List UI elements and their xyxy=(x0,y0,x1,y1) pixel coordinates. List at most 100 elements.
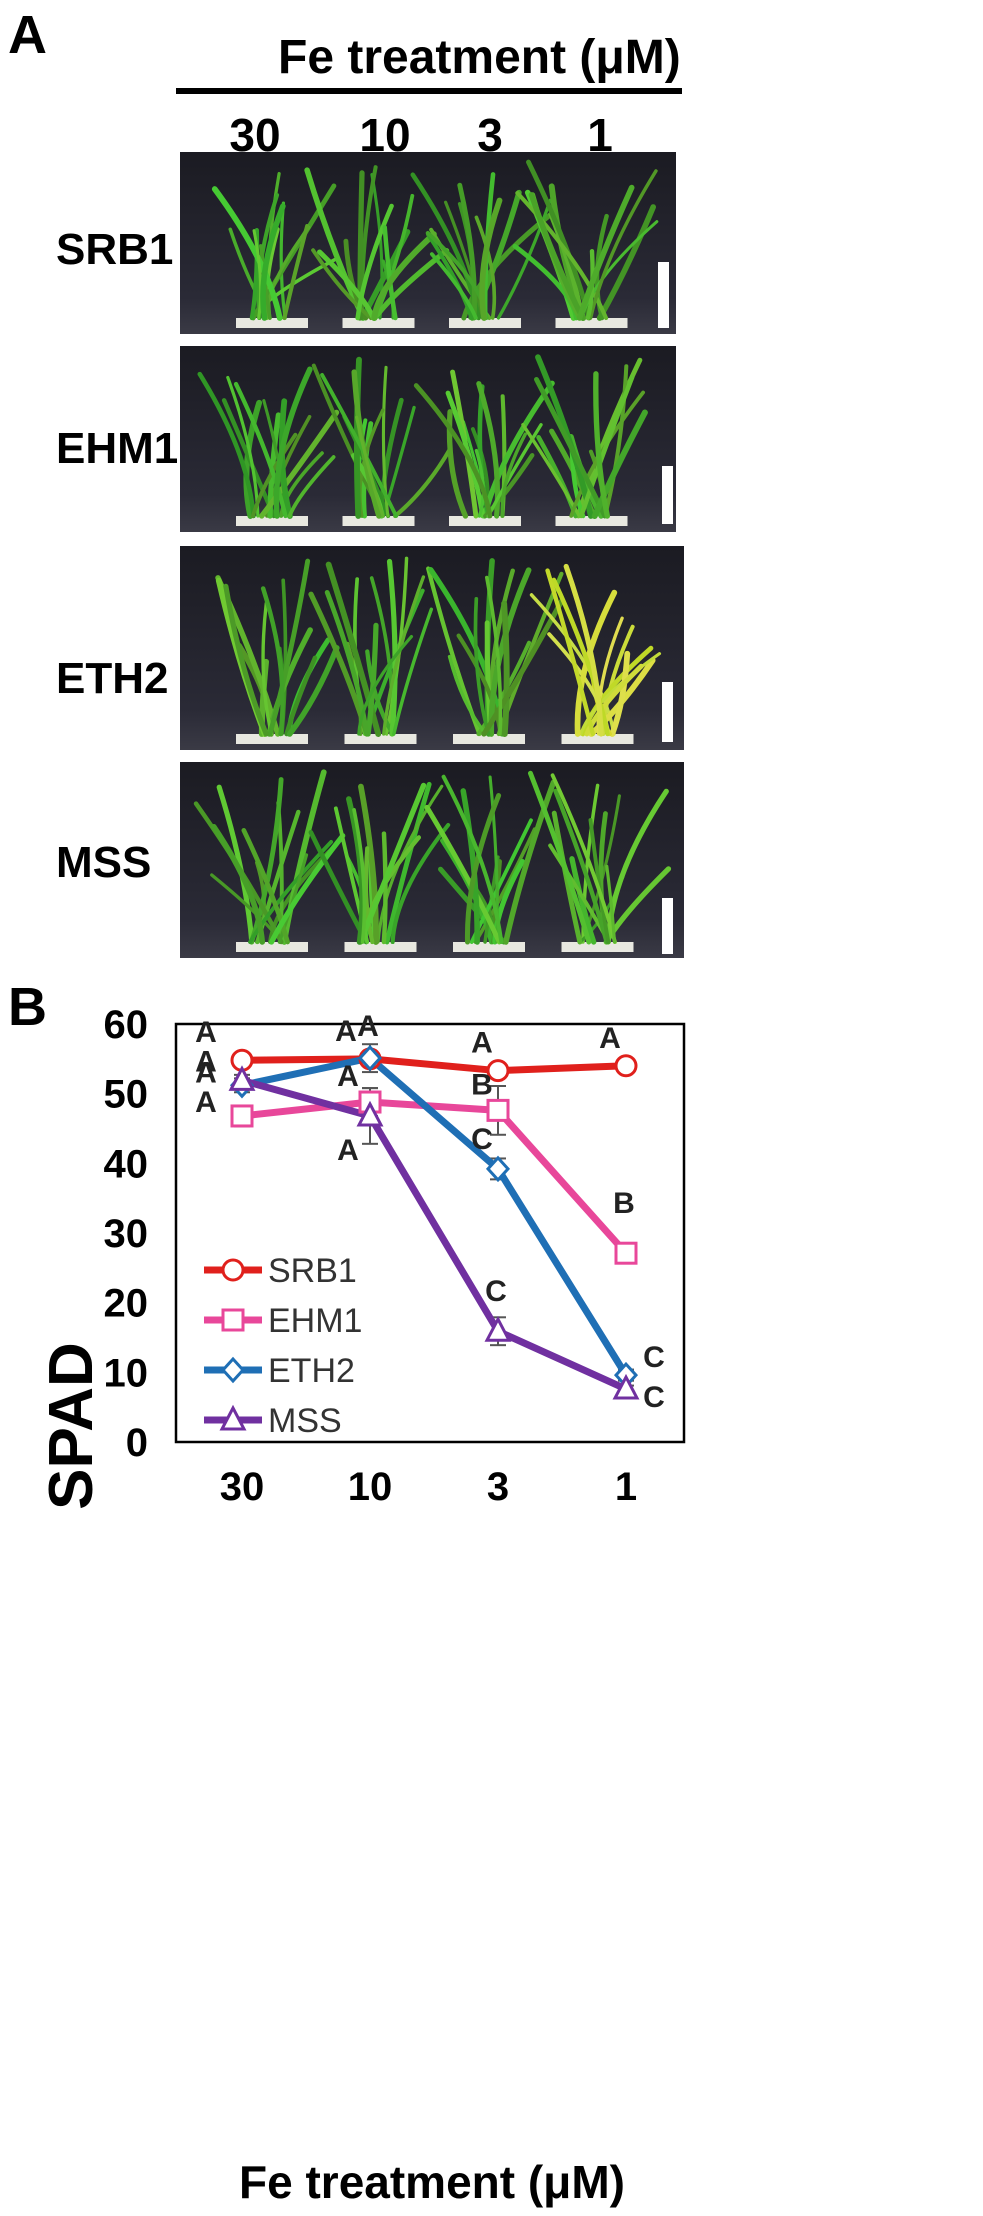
plant-leaf xyxy=(284,655,318,737)
plant-leaf xyxy=(501,600,510,737)
plant-base xyxy=(453,942,525,952)
plant-leaf xyxy=(279,201,287,320)
row-label-ehm1: EHM1 xyxy=(56,424,179,473)
significance-label: C xyxy=(643,1341,665,1374)
significance-label: A xyxy=(337,1134,359,1167)
plant-leaf xyxy=(605,864,617,944)
plant-leaf xyxy=(311,248,373,320)
plant-leaf xyxy=(457,182,477,321)
plant-leaf xyxy=(357,634,414,736)
scale-bar xyxy=(662,898,673,954)
significance-label: C xyxy=(485,1275,507,1308)
plant-base xyxy=(561,734,634,744)
plant-leaf xyxy=(273,366,313,519)
plant-leaf xyxy=(352,808,367,944)
scale-bar xyxy=(662,466,673,524)
plant-base xyxy=(236,516,308,526)
plant-base xyxy=(561,942,634,952)
row-label-mss: MSS xyxy=(56,838,152,887)
plant-leaf xyxy=(609,650,631,737)
plant-leaf xyxy=(596,204,657,321)
plant-leaf xyxy=(346,796,365,945)
plant-leaf xyxy=(259,409,340,519)
data-point-ehm1 xyxy=(230,1104,254,1128)
plant-leaf xyxy=(515,190,609,321)
x-tick-label: 30 xyxy=(220,1465,265,1509)
significance-label: A xyxy=(195,1016,217,1049)
plant-leaf xyxy=(354,415,385,518)
plant-leaf xyxy=(324,589,370,737)
plant-leaf xyxy=(392,607,434,736)
data-point-eth2 xyxy=(357,1044,383,1072)
plant-base xyxy=(344,942,417,952)
plant-leaf xyxy=(576,184,635,321)
plant-leaf xyxy=(474,215,497,320)
plant-leaf xyxy=(286,645,340,737)
plant-leaf xyxy=(357,782,427,945)
plant-leaf xyxy=(545,568,596,737)
legend-marker-eth2 xyxy=(220,1356,246,1384)
plant-leaf xyxy=(473,827,537,944)
plant-leaf xyxy=(527,770,592,945)
plant-base xyxy=(342,516,415,526)
legend-label-srb1: SRB1 xyxy=(268,1252,357,1290)
legend-marker-ehm1 xyxy=(221,1308,245,1332)
data-point-ehm1 xyxy=(486,1098,510,1122)
plant-leaf xyxy=(317,249,376,321)
plant-leaf xyxy=(393,446,453,519)
plant-leaf xyxy=(551,577,610,737)
plant-leaf xyxy=(588,169,658,320)
y-axis-title: SPAD xyxy=(37,1342,106,1510)
plant-leaf xyxy=(279,451,324,518)
panel-a-header: Fe treatment (μM) xyxy=(278,31,681,84)
plant-leaf xyxy=(268,846,335,945)
plant-leaf xyxy=(250,432,298,518)
plant-leaf xyxy=(382,575,426,736)
plant-leaf xyxy=(426,232,474,321)
plant-leaf xyxy=(197,371,256,519)
data-point-mss xyxy=(484,1315,512,1342)
legend-marker-srb1 xyxy=(221,1258,245,1282)
plant-leaf xyxy=(358,783,379,945)
plant-leaf xyxy=(376,784,444,944)
plant-leaf xyxy=(602,364,629,519)
plant-leaf xyxy=(381,831,388,945)
plant-leaf xyxy=(243,399,263,519)
data-point-ehm1 xyxy=(614,1241,638,1265)
plant-leaf xyxy=(563,563,604,737)
y-tick-label: 30 xyxy=(104,1212,149,1256)
plant-leaf xyxy=(252,229,263,320)
data-point-mss xyxy=(612,1373,640,1400)
plant-leaf xyxy=(424,804,502,945)
series-line-mss xyxy=(241,1077,628,1393)
plant-leaf xyxy=(281,769,327,945)
plant-leaf xyxy=(479,197,503,321)
plant-leaf xyxy=(426,566,482,737)
plant-base xyxy=(449,516,521,526)
plant-base xyxy=(236,942,308,952)
plant-leaf xyxy=(444,200,484,320)
significance-label: A xyxy=(599,1022,621,1055)
significance-label: A xyxy=(471,1027,493,1060)
y-tick-label: 20 xyxy=(104,1282,149,1326)
plant-base xyxy=(236,318,308,328)
plant-leaf xyxy=(390,822,451,945)
significance-label: C xyxy=(643,1381,665,1414)
plant-leaf xyxy=(381,365,390,518)
significance-label: A xyxy=(195,1045,217,1078)
legend-marker-mss xyxy=(219,1404,247,1431)
plant-base xyxy=(453,734,525,744)
significance-label: A xyxy=(195,1086,217,1119)
plant-leaf xyxy=(249,777,284,945)
plant-leaf xyxy=(569,856,597,945)
plant-leaf xyxy=(476,381,501,519)
plant-leaf xyxy=(553,788,609,945)
plant-base xyxy=(449,318,521,328)
data-point-eth2 xyxy=(485,1155,511,1183)
data-point-mss xyxy=(356,1100,384,1127)
plant-leaf xyxy=(267,558,311,737)
plant-leaf xyxy=(503,779,557,945)
y-tick-label: 40 xyxy=(104,1142,149,1186)
plant-leaf xyxy=(488,567,532,737)
scale-bar xyxy=(662,682,673,742)
